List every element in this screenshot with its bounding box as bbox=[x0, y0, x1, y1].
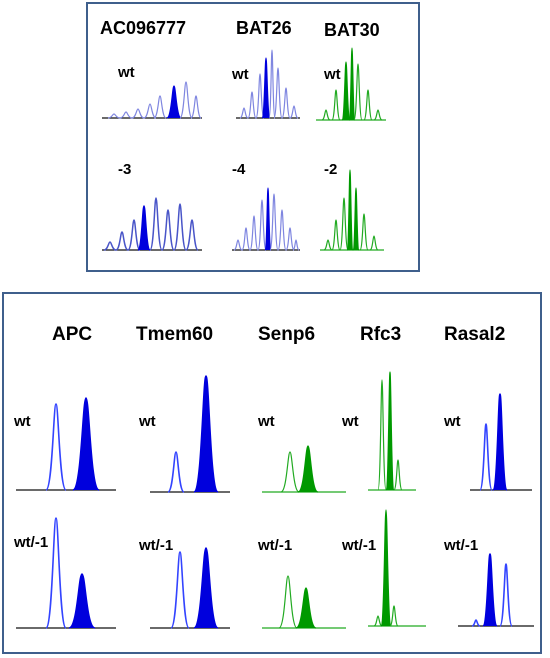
trace-tmem60-wt bbox=[150, 375, 230, 493]
allele-label-bat30-row1: wt bbox=[324, 66, 341, 83]
marker-label-bat30: BAT30 bbox=[324, 20, 380, 40]
marker-label-ac096777: AC096777 bbox=[100, 18, 187, 38]
genotype-label-apc-row1: wt bbox=[14, 413, 31, 430]
trace-apc-wt-minus1 bbox=[16, 517, 116, 629]
trace-senp6-wt-minus1 bbox=[262, 575, 346, 629]
genotype-label-rfc3-row1: wt bbox=[342, 413, 359, 430]
genotype-label-senp6-row2: wt/-1 bbox=[258, 537, 293, 554]
genotype-label-apc-row2: wt/-1 bbox=[14, 534, 49, 551]
trace-rfc3-wt-minus1 bbox=[368, 509, 426, 627]
allele-label-bat26-row1: wt bbox=[232, 66, 249, 83]
genotype-label-rfc3-row2: wt/-1 bbox=[342, 537, 377, 554]
allele-label-ac096777-row1: wt bbox=[118, 64, 135, 81]
trace-ac096777-minus3 bbox=[102, 197, 202, 251]
genotype-label-senp6-row1: wt bbox=[258, 413, 275, 430]
allele-label-bat26-row2: -4 bbox=[232, 161, 246, 178]
gene-label-rasal2: Rasal2 bbox=[444, 324, 506, 345]
gene-label-apc: APC bbox=[52, 324, 93, 345]
genotype-label-rasal2-row1: wt bbox=[444, 413, 461, 430]
trace-bat26-minus4 bbox=[232, 187, 300, 251]
allele-label-bat30-row2: -2 bbox=[324, 161, 338, 178]
genotype-label-tmem60-row1: wt bbox=[139, 413, 156, 430]
trace-rasal2-wt bbox=[470, 393, 532, 491]
allele-label-ac096777-row2: -3 bbox=[118, 161, 132, 178]
trace-bat26-wt bbox=[236, 49, 300, 119]
trace-apc-wt bbox=[16, 397, 116, 491]
genotype-label-tmem60-row2: wt/-1 bbox=[139, 537, 174, 554]
trace-senp6-wt bbox=[262, 445, 346, 493]
trace-bat30-wt bbox=[316, 47, 386, 121]
trace-bat30-minus2 bbox=[320, 169, 384, 251]
gene-label-tmem60: Tmem60 bbox=[136, 324, 214, 345]
trace-rfc3-wt bbox=[368, 371, 416, 491]
gene-label-rfc3: Rfc3 bbox=[360, 324, 402, 345]
trace-ac096777-wt bbox=[102, 81, 202, 119]
trace-rasal2-wt-minus1 bbox=[458, 553, 534, 627]
trace-tmem60-wt-minus1 bbox=[150, 547, 230, 629]
gene-label-senp6: Senp6 bbox=[258, 324, 316, 345]
genotype-label-rasal2-row2: wt/-1 bbox=[444, 537, 479, 554]
marker-label-bat26: BAT26 bbox=[236, 18, 292, 38]
